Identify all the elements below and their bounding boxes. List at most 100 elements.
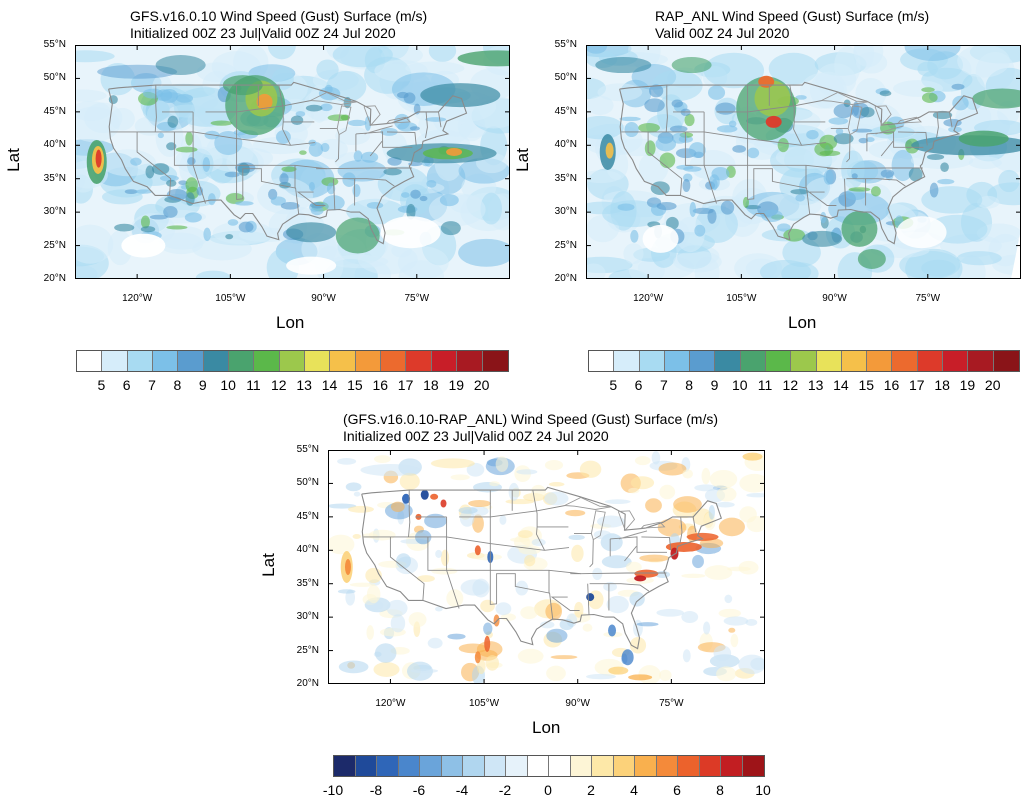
boundaries (108, 81, 468, 245)
axes-frame (586, 45, 1021, 279)
colorbar-swatch (398, 756, 420, 776)
colorbar-swatch (816, 351, 842, 371)
colorbar-label: 18 (423, 377, 439, 393)
colorbar-label: -2 (498, 782, 512, 798)
colorbar-swatch (457, 351, 483, 371)
colorbar-swatch (765, 351, 792, 371)
colorbar-swatch (968, 351, 994, 371)
lat-tick-label: 55°N (43, 39, 66, 50)
lat-tick-label: 30°N (554, 206, 577, 218)
colorbar-swatch (377, 756, 399, 776)
lat-tick-label: 45°N (296, 510, 319, 522)
boundaries (619, 81, 979, 245)
gfs-colorbar (76, 350, 509, 372)
lat-tick-label: 40°N (554, 139, 577, 151)
colorbar-label: 14 (833, 377, 849, 393)
colorbar-swatch (699, 756, 721, 776)
diff-xlabel: Lon (532, 718, 561, 737)
lat-tick-label: 20°N (43, 273, 66, 284)
colorbar-swatch (639, 351, 665, 371)
lat-tick-label: 30°N (43, 206, 66, 218)
colorbar-label: 8 (173, 377, 182, 393)
lat-tick-label: 30°N (296, 611, 319, 623)
colorbar-swatch (420, 756, 442, 776)
diff-ylabel: Lat (258, 553, 278, 577)
colorbar-swatch (229, 351, 255, 371)
colorbar-label: 9 (198, 377, 207, 393)
colorbar-label: 17 (397, 377, 414, 393)
lat-tick-label: 45°N (43, 105, 66, 117)
colorbar-swatch (305, 351, 331, 371)
colorbar-label: 14 (321, 377, 338, 393)
colorbar-label: -8 (369, 782, 383, 798)
colorbar-swatch (791, 351, 817, 371)
rap-title-line2: Valid 00Z 24 Jul 2020 (655, 25, 790, 41)
gfs-panel: GFS.v16.0.10 Wind Speed (Gust) Surface (… (0, 0, 520, 380)
lon-tick-label: 90°W (311, 293, 336, 304)
colorbar-swatch (690, 351, 716, 371)
gfs-xlabel: Lon (276, 313, 305, 332)
rap-colorbar (588, 350, 1020, 372)
lat-tick-label: 20°N (296, 678, 319, 689)
lon-tick-label: 120°W (122, 293, 153, 304)
colorbar-swatch (127, 351, 154, 371)
colorbar-label: 12 (271, 377, 287, 393)
colorbar-swatch (355, 351, 382, 371)
colorbar-label: 10 (220, 377, 236, 393)
lon-tick-label: 120°W (633, 293, 664, 304)
colorbar-swatch (721, 756, 743, 776)
colorbar-label: 7 (659, 377, 668, 393)
colorbar-label: 8 (716, 782, 724, 798)
colorbar-swatch (892, 351, 918, 371)
diff-map (328, 450, 765, 684)
colorbar-swatch (441, 756, 463, 776)
gfs-map (75, 45, 510, 279)
colorbar-swatch (254, 351, 280, 371)
colorbar-label: 11 (757, 377, 773, 393)
colorbar-label: 18 (934, 377, 950, 393)
colorbar-label: 10 (755, 782, 771, 798)
colorbar-label: 11 (246, 377, 261, 393)
lat-tick-label: 35°N (554, 172, 577, 184)
colorbar-swatch (614, 351, 640, 371)
colorbar-label: -10 (322, 782, 344, 798)
colorbar-swatch (279, 351, 306, 371)
colorbar-swatch (431, 351, 458, 371)
colorbar-swatch (406, 351, 432, 371)
colorbar-label: 15 (858, 377, 875, 393)
rap-ylabel: Lat (512, 148, 532, 172)
lat-tick-label: 25°N (296, 644, 319, 656)
lat-tick-label: 55°N (296, 444, 319, 455)
colorbar-label: 15 (347, 377, 363, 393)
colorbar-swatch (153, 351, 179, 371)
colorbar-label: 20 (984, 377, 1001, 393)
colorbar-label: 5 (97, 377, 106, 393)
lat-tick-label: 35°N (296, 577, 319, 589)
colorbar-label: 5 (609, 377, 618, 393)
rap-title-line1: RAP_ANL Wind Speed (Gust) Surface (m/s) (655, 8, 930, 24)
colorbar-label: 17 (909, 377, 925, 393)
colorbar-swatch (942, 351, 969, 371)
diff-title-line1: (GFS.v16.0.10-RAP_ANL) Wind Speed (Gust)… (343, 411, 719, 427)
lon-tick-label: 90°W (822, 293, 847, 304)
lon-tick-label: 75°W (915, 293, 941, 304)
colorbar-swatch (664, 351, 691, 371)
lat-tick-label: 40°N (43, 139, 66, 151)
colorbar-swatch (841, 351, 868, 371)
gfs-title-line1: GFS.v16.0.10 Wind Speed (Gust) Surface (… (130, 8, 428, 24)
lat-tick-label: 35°N (43, 172, 66, 184)
colorbar-swatch (381, 351, 407, 371)
colorbar-swatch (203, 351, 230, 371)
colorbar-label: 2 (587, 782, 595, 798)
lon-tick-label: 105°W (215, 293, 246, 304)
colorbar-swatch (527, 756, 549, 776)
colorbar-label: 7 (148, 377, 156, 393)
field-blobs (586, 45, 1021, 279)
rap-map (586, 45, 1021, 279)
colorbar-label: -6 (412, 782, 426, 798)
diff-title-line2: Initialized 00Z 23 Jul|Valid 00Z 24 Jul … (343, 428, 609, 444)
colorbar-swatch (678, 756, 700, 776)
lon-tick-label: 105°W (469, 698, 500, 709)
colorbar-swatch (656, 756, 678, 776)
colorbar-label: 13 (807, 377, 824, 393)
